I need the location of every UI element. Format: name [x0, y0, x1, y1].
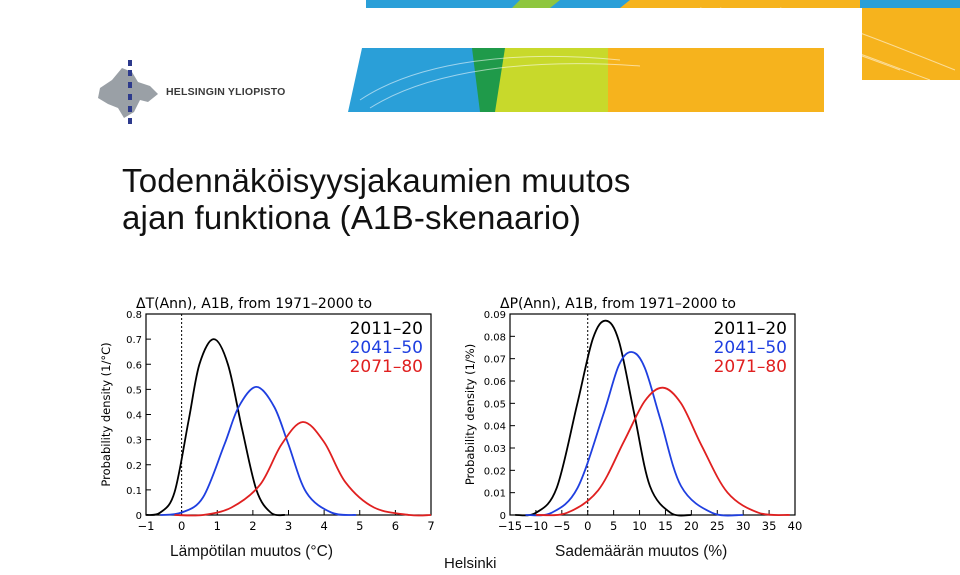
- temperature-x-tick-label: 2: [249, 519, 256, 533]
- temperature-x-tick-label: 6: [392, 519, 399, 533]
- precipitation-y-tick-label: 0.03: [484, 444, 506, 455]
- temperature-y-tick-label: 0.3: [126, 436, 142, 447]
- precipitation-plot-frame: [509, 313, 796, 516]
- precipitation-x-tick-label: 30: [736, 519, 751, 533]
- banner-wave-lines: [359, 7, 956, 109]
- temperature-y-tick-label: 0.5: [126, 385, 142, 396]
- precipitation-series-line-0: [515, 319, 692, 517]
- precipitation-x-tick-label: 5: [610, 519, 617, 533]
- precipitation-x-tick-label: 35: [762, 519, 777, 533]
- precipitation-y-tick-label: 0.06: [484, 377, 506, 388]
- precipitation-chart-title: ΔP(Ann), A1B, from 1971–2000 to: [500, 296, 736, 312]
- precipitation-series-line-2: [535, 386, 790, 517]
- temperature-legend-entry: 2011–20: [350, 319, 423, 339]
- temperature-x-tick-label: 5: [356, 519, 363, 533]
- temperature-x-tick-label: 1: [214, 519, 221, 533]
- slide-title: Todennäköisyysjakaumien muutos ajan funk…: [122, 162, 631, 236]
- precipitation-series-line-1: [525, 351, 744, 517]
- precipitation-y-tick-label: 0.09: [484, 310, 506, 321]
- header-banner: [348, 0, 960, 112]
- precipitation-x-tick-label: −15: [498, 519, 522, 533]
- temperature-series-line-1: [160, 385, 357, 516]
- precipitation-y-tick-label: 0.07: [484, 355, 506, 366]
- temperature-x-tick-label: 7: [427, 519, 434, 533]
- footer-location: Helsinki: [444, 555, 497, 572]
- precipitation-x-tick-label: 25: [710, 519, 725, 533]
- precipitation-legend-entry: 2041–50: [714, 338, 787, 358]
- precipitation-x-tick-label: 15: [658, 519, 673, 533]
- temperature-legend-entry: 2071–80: [350, 357, 423, 377]
- precipitation-legend-entry: 2071–80: [714, 357, 787, 377]
- precipitation-y-tick-label: 0.02: [484, 466, 506, 477]
- precipitation-x-tick-label: 20: [684, 519, 699, 533]
- temperature-y-tick-label: 0.2: [126, 461, 142, 472]
- helsinki-university-emblem-icon: [98, 60, 158, 124]
- precipitation-y-tick-label: 0.05: [484, 399, 506, 410]
- temperature-x-tick-label: 0: [178, 519, 185, 533]
- banner-orange-block-top: [862, 8, 960, 80]
- precipitation-change-chart: ΔP(Ann), A1B, from 1971–2000 to Probabili…: [463, 296, 803, 533]
- temperature-chart-title: ΔT(Ann), A1B, from 1971–2000 to: [136, 296, 372, 312]
- precipitation-x-axis-label: Sademäärän muutos (%): [555, 543, 728, 560]
- temperature-x-axis-label: Lämpötilan muutos (°C): [170, 543, 333, 560]
- temperature-y-tick-label: 0: [136, 511, 142, 522]
- precipitation-y-tick-label: 0.08: [484, 332, 506, 343]
- temperature-series-line-0: [145, 338, 286, 517]
- temperature-x-tick-label: −1: [138, 519, 155, 533]
- temperature-y-tick-label: 0.7: [126, 335, 142, 346]
- university-name: HELSINGIN YLIOPISTO: [166, 86, 286, 98]
- banner-strip-green: [512, 0, 560, 8]
- temperature-y-axis-label: Probability density (1/°C): [99, 342, 113, 486]
- precipitation-y-tick-label: 0.04: [484, 422, 506, 433]
- slide-title-line-1: Todennäköisyysjakaumien muutos: [122, 162, 631, 199]
- precipitation-x-tick-label: 40: [788, 519, 803, 533]
- banner-blue-wave: [348, 48, 480, 112]
- slide-title-line-2: ajan funktiona (A1B-skenaario): [122, 199, 582, 236]
- banner-orange-block: [608, 48, 824, 112]
- precipitation-y-tick-label: 0: [500, 511, 506, 522]
- temperature-x-tick-label: 4: [320, 519, 327, 533]
- precipitation-x-tick-label: −10: [524, 519, 548, 533]
- banner-strip-yellow: [620, 0, 860, 8]
- temperature-change-chart: ΔT(Ann), A1B, from 1971–2000 to Probabili…: [99, 296, 435, 533]
- precipitation-y-tick-label: 0.01: [484, 489, 506, 500]
- precipitation-x-tick-label: 10: [632, 519, 647, 533]
- precipitation-x-tick-label: 0: [584, 519, 591, 533]
- temperature-y-tick-label: 0.4: [126, 411, 142, 422]
- temperature-y-tick-label: 0.8: [126, 310, 142, 321]
- precipitation-x-tick-label: −5: [553, 519, 570, 533]
- temperature-y-tick-label: 0.6: [126, 360, 142, 371]
- temperature-y-tick-label: 0.1: [126, 486, 142, 497]
- precipitation-y-axis-label: Probability density (1/%): [463, 344, 477, 485]
- temperature-series-line-2: [174, 421, 432, 517]
- temperature-x-tick-label: 3: [285, 519, 292, 533]
- precipitation-legend-entry: 2011–20: [714, 319, 787, 339]
- temperature-legend-entry: 2041–50: [350, 338, 423, 358]
